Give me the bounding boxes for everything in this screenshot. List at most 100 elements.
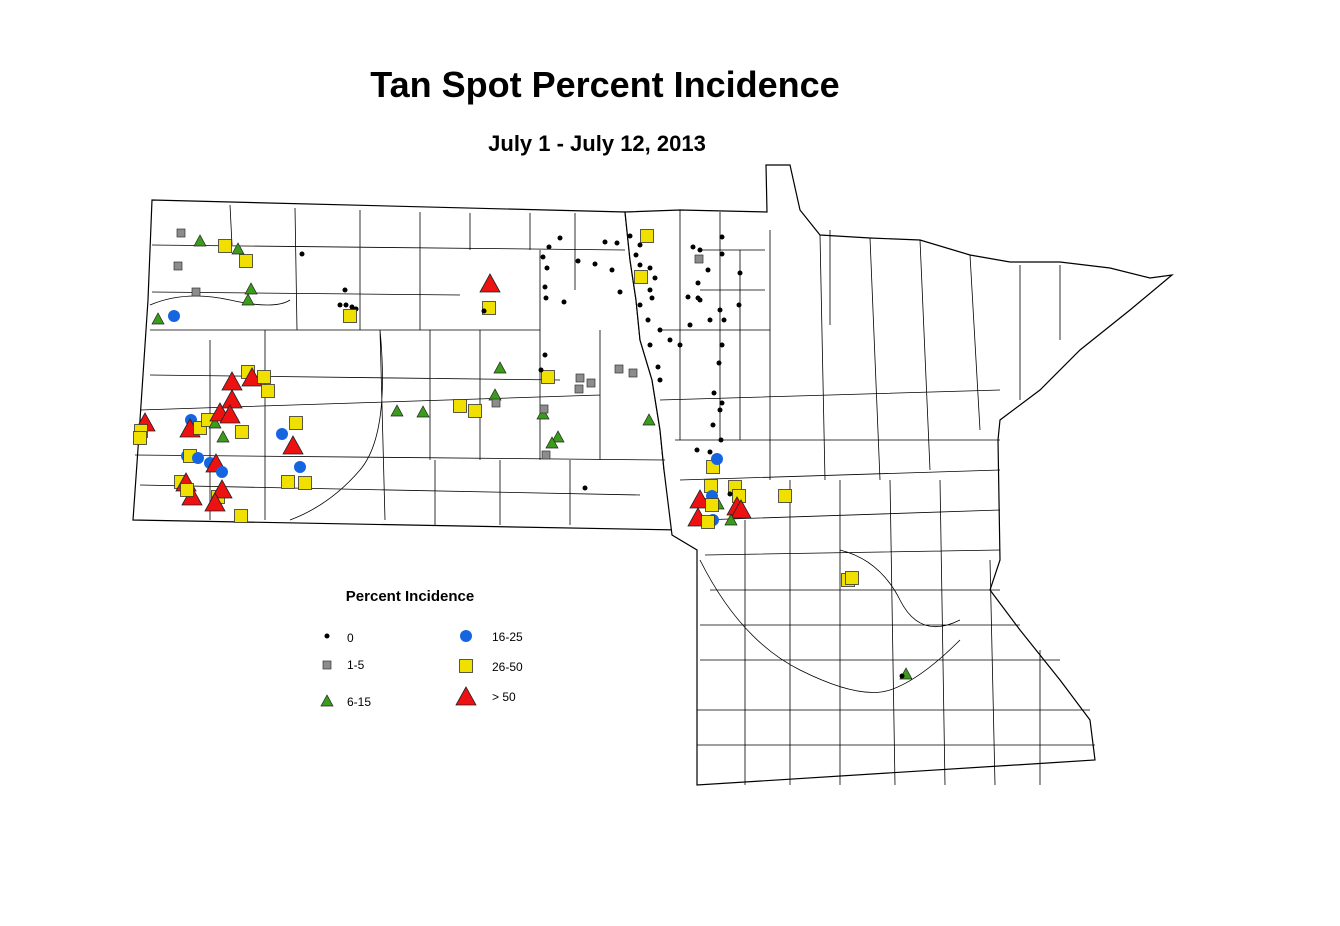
county-lines: [134, 204, 1095, 786]
marker-6-15: [151, 312, 165, 325]
marker-26-50: [640, 229, 654, 243]
marker-zero: [657, 327, 663, 333]
marker-zero: [707, 317, 713, 323]
marker-26-50: [218, 239, 232, 253]
marker-26-50: [133, 431, 147, 445]
marker-zero: [633, 252, 639, 258]
marker-zero: [718, 437, 724, 443]
marker-zero: [727, 491, 733, 497]
marker-26-50: [701, 515, 715, 529]
marker-16-25: [192, 452, 204, 464]
marker-1-5: [575, 373, 585, 383]
marker-zero: [685, 294, 691, 300]
marker-zero: [342, 287, 348, 293]
marker-16-25: [711, 453, 723, 465]
marker-over-50: [282, 435, 304, 455]
marker-zero: [561, 299, 567, 305]
marker-zero: [647, 342, 653, 348]
marker-1-5: [614, 364, 624, 374]
marker-zero: [652, 275, 658, 281]
marker-zero: [299, 251, 305, 257]
marker-1-5: [586, 378, 596, 388]
marker-zero: [337, 302, 343, 308]
marker-zero: [719, 251, 725, 257]
marker-26-50: [234, 509, 248, 523]
marker-26-50: [235, 425, 249, 439]
marker-zero: [647, 265, 653, 271]
legend-symbol: [320, 694, 334, 707]
marker-zero: [557, 235, 563, 241]
marker-6-15: [551, 430, 565, 443]
legend-symbol: [322, 660, 332, 670]
marker-over-50: [204, 492, 226, 512]
marker-zero: [614, 240, 620, 246]
marker-26-50: [541, 370, 555, 384]
marker-zero: [349, 304, 355, 310]
marker-zero: [645, 317, 651, 323]
marker-zero: [546, 244, 552, 250]
marker-16-25: [276, 428, 288, 440]
marker-zero: [719, 400, 725, 406]
marker-zero: [543, 295, 549, 301]
marker-6-15: [193, 234, 207, 247]
marker-zero: [540, 254, 546, 260]
marker-zero: [719, 342, 725, 348]
marker-zero: [717, 407, 723, 413]
marker-6-15: [536, 407, 550, 420]
marker-zero: [617, 289, 623, 295]
marker-zero: [655, 364, 661, 370]
marker-6-15: [244, 282, 258, 295]
marker-zero: [637, 262, 643, 268]
marker-zero: [609, 267, 615, 273]
marker-zero: [687, 322, 693, 328]
marker-1-5: [541, 450, 551, 460]
marker-zero: [710, 422, 716, 428]
marker-26-50: [468, 404, 482, 418]
marker-zero: [899, 673, 905, 679]
marker-over-50: [730, 499, 752, 519]
marker-1-5: [539, 404, 549, 414]
legend-symbol: [324, 633, 330, 639]
marker-zero: [627, 233, 633, 239]
state-minnesota: [624, 164, 1174, 786]
legend-label: 1-5: [347, 658, 365, 672]
marker-zero: [657, 377, 663, 383]
marker-6-15: [231, 242, 245, 255]
marker-zero: [721, 317, 727, 323]
legend-symbol: [459, 659, 473, 673]
marker-6-15: [208, 416, 222, 429]
legend-label: 26-50: [492, 660, 523, 674]
map-subtitle: July 1 - July 12, 2013: [488, 131, 706, 156]
marker-zero: [736, 302, 742, 308]
marker-zero: [677, 342, 683, 348]
marker-over-50: [211, 479, 233, 499]
marker-zero: [542, 352, 548, 358]
marker-zero: [697, 247, 703, 253]
marker-over-50: [689, 489, 711, 509]
marker-26-50: [634, 270, 648, 284]
marker-zero: [575, 258, 581, 264]
legend-title: Percent Incidence: [346, 588, 474, 605]
marker-1-5: [694, 254, 704, 264]
marker-16-25: [216, 466, 228, 478]
marker-6-15: [545, 436, 559, 449]
marker-zero: [705, 267, 711, 273]
marker-zero: [649, 295, 655, 301]
marker-zero: [637, 242, 643, 248]
marker-zero: [647, 287, 653, 293]
marker-26-50: [239, 254, 253, 268]
marker-26-50: [281, 475, 295, 489]
marker-26-50: [453, 399, 467, 413]
marker-zero: [637, 302, 643, 308]
marker-26-50: [261, 384, 275, 398]
legend-label: 0: [347, 631, 354, 645]
legend-symbol: [455, 686, 477, 706]
marker-over-50: [479, 273, 501, 293]
legend-label: 16-25: [492, 630, 523, 644]
marker-6-15: [724, 513, 738, 526]
marker-1-5: [628, 368, 638, 378]
marker-1-5: [574, 384, 584, 394]
marker-zero: [719, 234, 725, 240]
marker-16-25: [294, 461, 306, 473]
